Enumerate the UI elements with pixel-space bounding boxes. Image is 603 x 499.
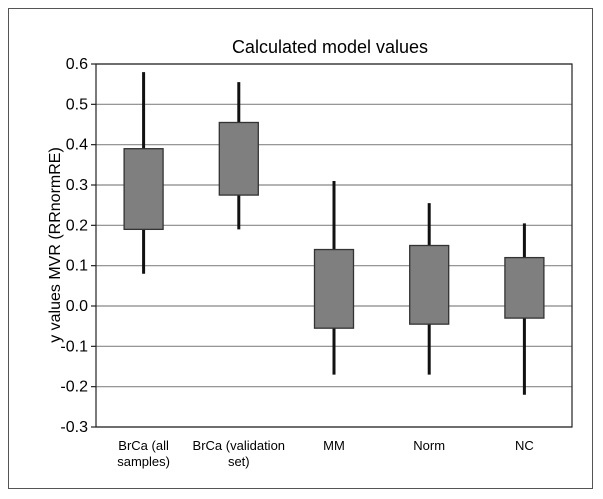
plot-area-border xyxy=(95,63,573,428)
box-rect xyxy=(504,256,545,319)
y-tick-label: -0.2 xyxy=(60,379,88,396)
y-tick-label: 0.0 xyxy=(66,298,88,315)
x-category-label: BrCa (all samples) xyxy=(117,438,170,469)
x-category-label: MM xyxy=(323,438,345,453)
y-tick-label: 0.6 xyxy=(66,56,88,73)
grid-lines xyxy=(91,63,572,428)
chart-title: Calculated model values xyxy=(232,37,428,57)
x-category-label: Norm xyxy=(413,438,445,453)
box-series xyxy=(123,72,545,395)
y-tick-label: 0.1 xyxy=(66,258,88,275)
x-category-label: BrCa (validation set) xyxy=(193,438,286,469)
box-rect xyxy=(123,148,164,231)
chart-frame xyxy=(8,8,593,489)
x-category-label: NC xyxy=(515,438,534,453)
box-rect xyxy=(313,248,355,329)
y-tick-label: -0.3 xyxy=(60,419,88,436)
y-axis-label: y values MVR (RRnormRE) xyxy=(47,147,64,343)
y-tick-label: 0.5 xyxy=(66,96,88,113)
y-tick-label: -0.1 xyxy=(60,338,88,355)
box-rect xyxy=(409,244,450,325)
box-rect xyxy=(218,121,259,196)
y-tick-label: 0.3 xyxy=(66,177,88,194)
y-tick-labels: -0.3 -0.2 -0.1 0.0 0.1 0.2 0.3 0.4 0.5 0.6 xyxy=(60,56,88,436)
y-tick-label: 0.2 xyxy=(66,217,88,234)
x-category-labels: BrCa (all samples) BrCa (validation set) MM N… xyxy=(117,438,534,469)
y-tick-label: 0.4 xyxy=(66,137,88,154)
